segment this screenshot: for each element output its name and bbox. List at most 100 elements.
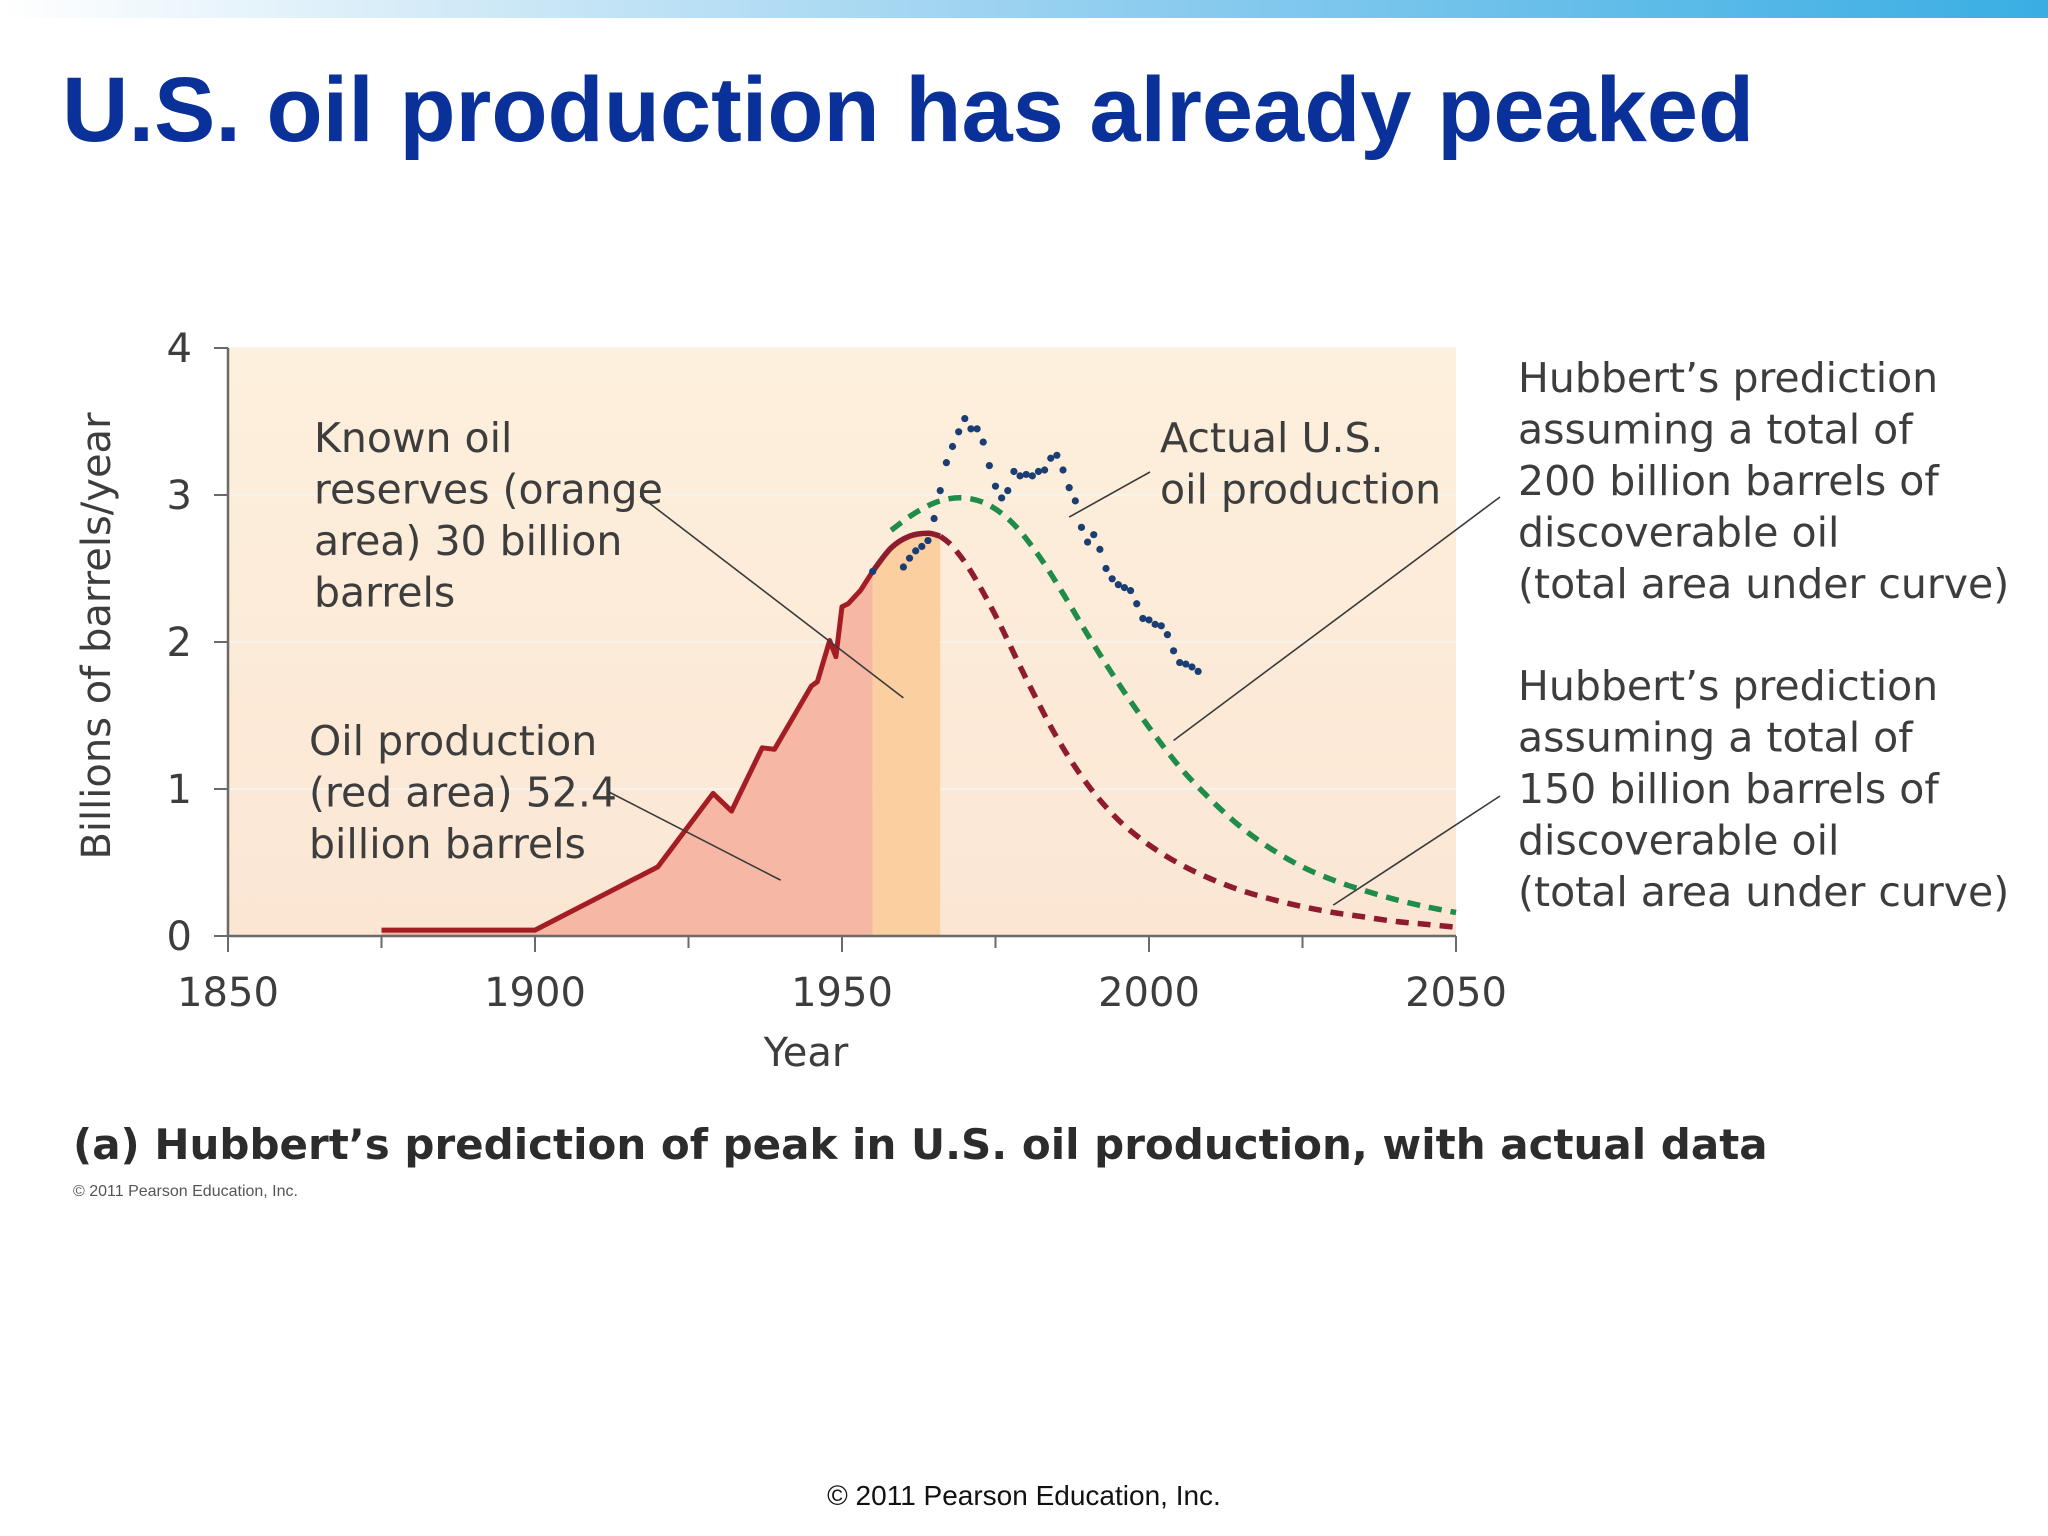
actual-data-point: [1169, 647, 1178, 655]
annotation-oil-production: Oil production (red area) 52.4 billion bar…: [309, 717, 617, 868]
actual-data-point: [1065, 484, 1073, 492]
annotation-leader-oil-production: [606, 790, 781, 881]
red-area-oil-production: [381, 571, 873, 936]
actual-data-point: [955, 428, 963, 436]
shaded-areas: [381, 533, 941, 936]
actual-data-point: [1133, 600, 1141, 608]
actual-data-point: [1108, 575, 1116, 583]
actual-data-point: [1163, 631, 1172, 639]
annotation-line: (total area under curve): [1518, 560, 2009, 608]
prediction-150-billion-line: [938, 533, 1457, 930]
annotation-line: discoverable oil: [1518, 509, 1839, 557]
annotation-line: 150 billion barrels of: [1518, 765, 1940, 813]
x-tick-label: 1950: [791, 970, 893, 1016]
annotation-actual: Actual U.S. oil production: [1160, 414, 1441, 514]
x-tick-label: 2050: [1405, 970, 1507, 1016]
annotation-line: Hubbert’s prediction: [1518, 662, 1938, 710]
actual-data-point: [918, 542, 926, 551]
y-tick-label: 2: [167, 620, 192, 666]
actual-data-point: [912, 547, 920, 555]
series-lines: [381, 494, 1457, 933]
annotation-line: Hubbert’s prediction: [1518, 354, 1938, 402]
y-tick-label: 0: [167, 914, 192, 960]
annotations: Known oil reserves (orange area) 30 billio…: [309, 354, 2009, 916]
actual-data-point: [1145, 616, 1153, 624]
x-tick-label: 1900: [484, 970, 586, 1016]
orange-area-known-reserves: [872, 533, 941, 936]
annotation-hubbert-150: Hubbert’s prediction assuming a total of 1…: [1518, 662, 2009, 916]
actual-data-point: [1028, 472, 1036, 480]
annotation-line: discoverable oil: [1518, 817, 1839, 865]
actual-data-point: [1139, 614, 1147, 623]
actual-data-point: [1047, 454, 1055, 462]
actual-data-point: [1102, 564, 1110, 573]
historical-production-line: [381, 570, 875, 933]
top-accent-bar: [0, 0, 2048, 18]
actual-data-point: [924, 536, 932, 545]
annotation-line: billion barrels: [309, 820, 586, 868]
actual-data-point: [1151, 620, 1159, 628]
actual-data-point: [1090, 531, 1098, 539]
figure-copyright: © 2011 Pearson Education, Inc.: [73, 1183, 298, 1200]
actual-data-point: [899, 563, 908, 571]
actual-data-point: [1053, 451, 1061, 459]
annotation-line: Oil production: [309, 717, 597, 765]
annotation-known-reserves: Known oil reserves (orange area) 30 billio…: [314, 414, 663, 617]
annotation-line: Actual U.S.: [1160, 414, 1384, 462]
actual-data-point: [1004, 486, 1012, 495]
x-tick-label: 2000: [1098, 970, 1200, 1016]
actual-data-point: [1176, 658, 1184, 667]
actual-data-point: [1034, 467, 1043, 476]
annotation-line: (red area) 52.4: [309, 769, 617, 817]
y-tick-label: 3: [167, 473, 192, 519]
actual-data-point: [1114, 581, 1122, 589]
actual-data-point: [967, 425, 975, 433]
axes: 0 1 2 3 4 1850 1900 1950 2000 2050: [167, 326, 1507, 1016]
annotation-hubbert-200: Hubbert’s prediction assuming a total of 2…: [1518, 354, 2009, 608]
annotation-leader-hubbert-200: [1173, 496, 1501, 742]
slide-title: U.S. oil production has already peaked: [62, 59, 1755, 161]
annotation-leader-actual: [1068, 471, 1151, 518]
slide-copyright: © 2011 Pearson Education, Inc.: [827, 1480, 1221, 1511]
annotation-leader-known-reserves: [639, 495, 904, 699]
actual-data-point: [1041, 466, 1049, 474]
annotation-leader-hubbert-150: [1332, 795, 1501, 906]
y-tick-label: 1: [167, 767, 192, 813]
actual-data-point: [1071, 497, 1079, 505]
actual-data-point: [1182, 660, 1190, 668]
actual-data-point: [985, 462, 993, 470]
actual-data-point: [1157, 622, 1165, 630]
y-axis-title: Billions of barrels/year: [74, 412, 120, 860]
actual-data-point: [936, 486, 944, 495]
prediction-150-billion-solid: [870, 530, 942, 574]
actual-data-point: [1126, 586, 1135, 595]
actual-data-point: [869, 567, 877, 576]
actual-data-point: [961, 414, 969, 423]
actual-data-point: [930, 514, 938, 523]
annotation-line: (total area under curve): [1518, 868, 2009, 916]
actual-data-point: [1077, 523, 1086, 531]
actual-data-point: [942, 459, 950, 467]
actual-data-point: [1022, 470, 1030, 479]
actual-data-point: [979, 438, 987, 446]
actual-data-point: [1096, 545, 1104, 553]
hubbert-chart: 0 1 2 3 4 1850 1900 1950 2000 2050 Known oil reser…: [74, 326, 2009, 1076]
actual-data-point: [991, 482, 1000, 490]
x-axis-title: Year: [763, 1030, 849, 1076]
actual-data-point: [1084, 538, 1092, 546]
actual-data-point: [1016, 472, 1024, 480]
actual-data-point: [905, 554, 914, 562]
annotation-line: area) 30 billion: [314, 517, 622, 565]
annotation-line: barrels: [314, 569, 455, 617]
actual-data-point: [973, 425, 981, 433]
actual-data-point: [1059, 466, 1067, 474]
actual-data-points: [869, 414, 1202, 675]
actual-data-point: [1010, 467, 1018, 476]
actual-data-point: [1120, 584, 1129, 592]
annotation-line: assuming a total of: [1518, 406, 1914, 454]
actual-data-point: [998, 494, 1006, 502]
annotation-line: 200 billion barrels of: [1518, 457, 1940, 505]
x-tick-label: 1850: [177, 970, 279, 1016]
prediction-200-billion-line: [889, 494, 1457, 916]
annotation-line: oil production: [1160, 466, 1441, 514]
